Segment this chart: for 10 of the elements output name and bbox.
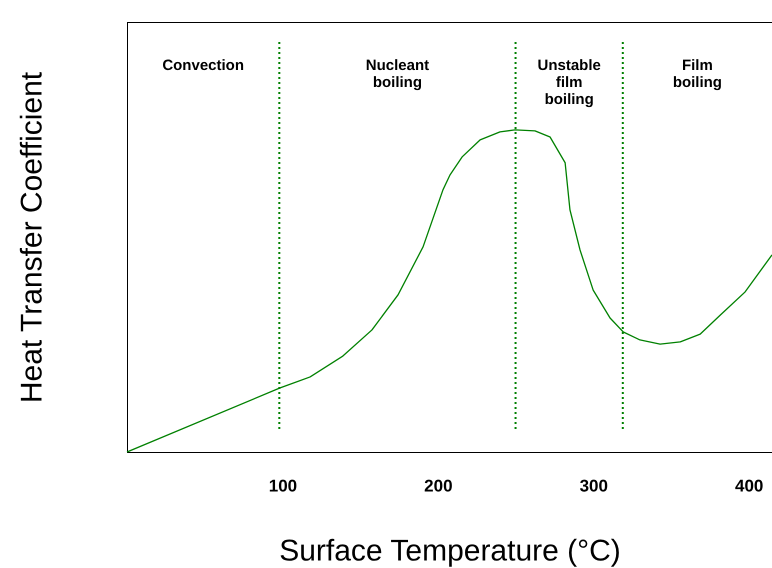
text: Film boiling bbox=[672, 57, 722, 91]
text: Unstable film boiling bbox=[537, 57, 601, 108]
x-tick-label: 100 bbox=[268, 476, 298, 496]
x-axis-title: Surface Temperature (°C) bbox=[279, 534, 621, 568]
x-tick-label: 200 bbox=[424, 476, 453, 496]
x-tick-label: 300 bbox=[580, 476, 608, 496]
y-axis-title: Heat Transfer Coefficient bbox=[16, 71, 48, 404]
x-tick-label: 400 bbox=[735, 476, 764, 496]
text: Nucleant boiling bbox=[366, 57, 430, 91]
text: Convection bbox=[162, 57, 244, 74]
